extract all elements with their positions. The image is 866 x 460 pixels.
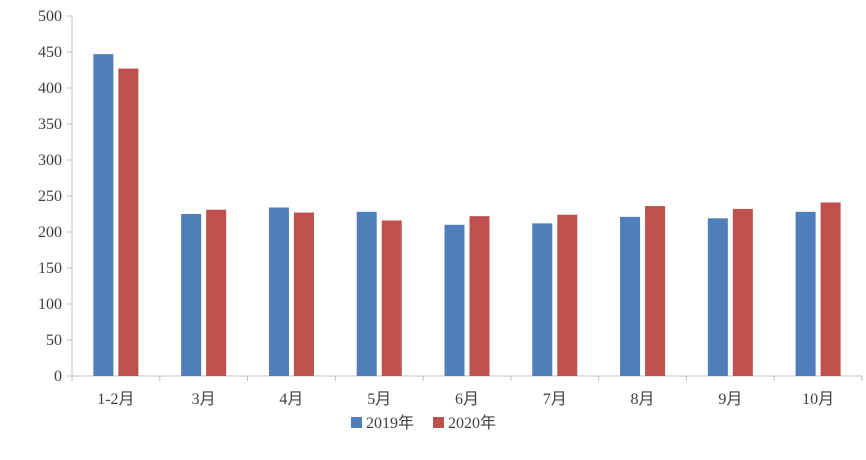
bar-2020年-6月 [469,216,490,376]
bar-2020年-5月 [381,220,402,376]
legend-label: 2019年 [366,414,414,432]
bar-2020年-8月 [645,206,666,376]
x-tick-label: 10月 [802,391,834,408]
x-tick-label: 9月 [718,391,742,408]
bar-2019年-3月 [181,214,202,376]
bar-2019年-1-2月 [93,54,114,376]
bar-2019年-7月 [532,223,553,376]
bars-group [93,54,841,376]
bar-2020年-7月 [557,214,578,376]
legend-swatch [433,417,444,428]
y-tick-label: 300 [38,152,62,169]
y-tick-label: 50 [46,332,62,349]
y-tick-label: 350 [38,116,62,133]
x-tick-label: 6月 [455,391,479,408]
x-tick-label: 1-2月 [97,391,134,408]
y-tick-label: 200 [38,224,62,241]
legend: 2019年 2020年 [351,414,496,432]
y-axis: 0 50 100 150 200 250 300 350 400 450 500 [38,8,73,385]
x-axis: 1-2月 3月 4月 5月 6月 7月 8月 9月 10月 [71,375,863,408]
bar-2020年-4月 [293,212,314,376]
legend-swatch [351,417,362,428]
x-tick-label: 8月 [631,391,655,408]
bar-2019年-6月 [444,224,465,376]
bar-2020年-9月 [732,208,753,376]
bar-2019年-9月 [707,218,728,376]
y-tick-label: 0 [54,368,62,385]
bar-2020年-10月 [820,202,841,376]
legend-label: 2020年 [448,414,496,432]
y-tick-label: 250 [38,188,62,205]
y-tick-label: 150 [38,260,62,277]
x-tick-label: 3月 [192,391,216,408]
y-tick-label: 400 [38,80,62,97]
bar-2020年-1-2月 [118,68,139,376]
bar-2019年-10月 [795,211,816,376]
y-tick-label: 450 [38,44,62,61]
x-tick-label: 5月 [367,391,391,408]
y-tick-label: 500 [38,8,62,25]
bar-2019年-5月 [356,211,377,376]
x-tick-label: 4月 [279,391,303,408]
bar-2019年-4月 [268,207,289,376]
x-tick-label: 7月 [543,391,567,408]
y-tick-label: 100 [38,296,62,313]
bar-2019年-8月 [620,216,641,376]
bar-2020年-3月 [206,209,227,376]
